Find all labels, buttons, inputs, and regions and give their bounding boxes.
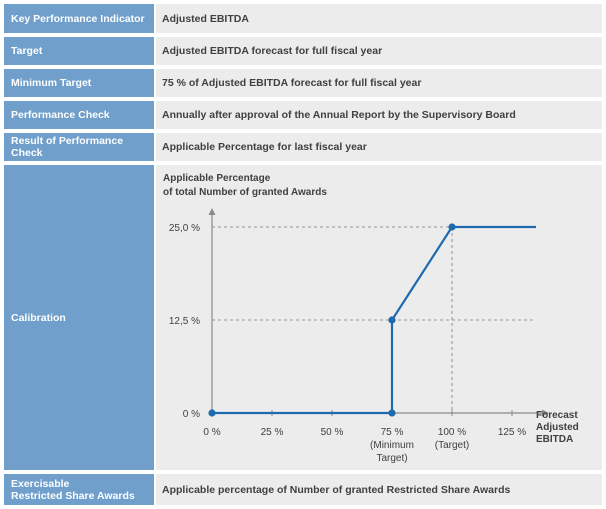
x-tick-sublabel: Target): [376, 453, 407, 464]
y-tick-label: 0 %: [183, 409, 200, 420]
x-axis-label-line1: Forecast: [536, 410, 578, 421]
x-tick-label: 0 %: [203, 427, 220, 438]
row-label: Key Performance Indicator: [4, 4, 154, 33]
row-minimum-target: Minimum Target 75 % of Adjusted EBITDA f…: [4, 69, 602, 97]
row-value: Adjusted EBITDA: [156, 4, 602, 33]
row-value: Adjusted EBITDA forecast for full fiscal…: [156, 37, 602, 65]
row-label: Target: [4, 37, 154, 65]
row-kpi: Key Performance Indicator Adjusted EBITD…: [4, 4, 602, 33]
y-axis-arrow: [208, 208, 216, 215]
x-tick-label: 75 %: [381, 427, 404, 438]
row-label: Calibration: [4, 165, 154, 470]
y-axis-title-line2: of total Number of granted Awards: [163, 187, 327, 198]
row-value: Applicable percentage of Number of grant…: [156, 474, 602, 505]
y-tick-label: 25,0 %: [169, 223, 200, 234]
x-axis-arrow: [542, 409, 549, 417]
x-tick-label: 50 %: [321, 427, 344, 438]
x-tick-label: 125 %: [498, 427, 526, 438]
row-value: Applicable Percentage for last fiscal ye…: [156, 133, 602, 161]
row-exercisable: Exercisable Restricted Share Awards Appl…: [4, 474, 602, 505]
x-axis-label-line2: Adjusted: [536, 422, 579, 433]
x-tick-sublabel: (Minimum: [370, 440, 414, 451]
row-label: Minimum Target: [4, 69, 154, 97]
row-calibration: Calibration Applicable Percentage of tot…: [4, 165, 602, 470]
row-label: Performance Check: [4, 101, 154, 129]
y-axis-title-line1: Applicable Percentage: [163, 173, 271, 184]
data-point: [208, 409, 216, 417]
data-point: [388, 316, 396, 324]
x-axis-label-line3: EBITDA: [536, 434, 573, 445]
x-tick-label: 25 %: [261, 427, 284, 438]
row-label-line1: Exercisable: [11, 477, 70, 490]
row-label: Result of Performance Check: [4, 133, 154, 161]
calibration-chart: Applicable Percentage of total Number of…: [156, 165, 602, 470]
y-tick-label: 12,5 %: [169, 316, 200, 327]
data-point: [388, 409, 396, 417]
chart-svg: Applicable Percentage of total Number of…: [163, 173, 579, 464]
x-tick-sublabel: (Target): [435, 440, 469, 451]
row-label-line2: Restricted Share Awards: [11, 489, 135, 502]
row-result-of-performance-check: Result of Performance Check Applicable P…: [4, 133, 602, 161]
row-value: 75 % of Adjusted EBITDA forecast for ful…: [156, 69, 602, 97]
row-label: Exercisable Restricted Share Awards: [4, 474, 154, 505]
row-target: Target Adjusted EBITDA forecast for full…: [4, 37, 602, 65]
x-tick-label: 100 %: [438, 427, 466, 438]
data-point: [448, 223, 456, 231]
row-performance-check: Performance Check Annually after approva…: [4, 101, 602, 129]
row-value: Annually after approval of the Annual Re…: [156, 101, 602, 129]
